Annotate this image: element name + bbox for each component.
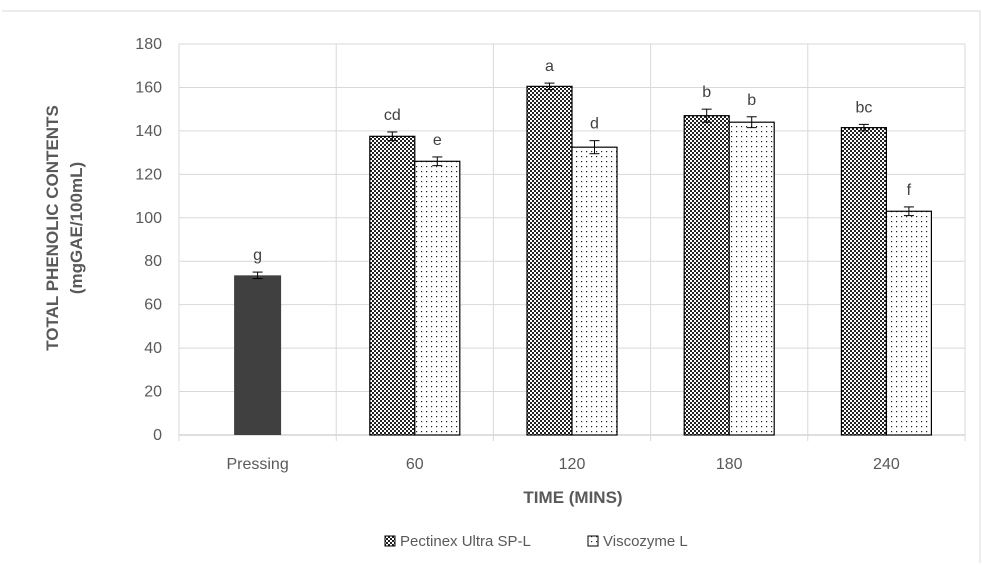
legend-label-pectinex: Pectinex Ultra SP-L — [400, 533, 531, 550]
y-tick-label: 180 — [135, 36, 162, 53]
significance-letter: d — [590, 116, 599, 133]
significance-letter: f — [907, 182, 912, 199]
x-tick-labels: Pressing 60 120 180 240 — [226, 456, 899, 473]
x-axis-label: TIME (MINS) — [523, 488, 622, 507]
bars: g cd a b bc e d b f — [234, 58, 933, 436]
significance-letter: cd — [384, 107, 401, 124]
bar-viscozyme — [571, 146, 618, 436]
legend: Pectinex Ultra SP-L Viscozyme L — [384, 533, 688, 550]
y-tick-label: 20 — [144, 384, 162, 401]
legend-item-pectinex: Pectinex Ultra SP-L — [384, 533, 531, 550]
x-tick-label: 180 — [716, 456, 743, 473]
y-tick-label: 140 — [135, 123, 162, 140]
bar-pectinex — [683, 115, 730, 436]
bar-viscozyme — [728, 121, 775, 436]
significance-letter: a — [545, 58, 554, 75]
y-tick-labels: 0 20 40 60 80 100 120 140 160 180 — [135, 36, 162, 444]
y-tick-label: 60 — [144, 297, 162, 314]
y-axis-label-line1: TOTAL PHENOLIC CONTENTS — [43, 105, 62, 351]
significance-letter: e — [433, 132, 442, 149]
significance-letter: b — [747, 92, 756, 109]
legend-item-viscozyme: Viscozyme L — [587, 533, 688, 550]
bar-pectinex — [369, 135, 416, 436]
bar-viscozyme — [885, 210, 933, 436]
y-axis-label-line2: (mgGAE/100mL) — [67, 162, 86, 294]
significance-letter: bc — [855, 99, 872, 116]
y-tick-label: 40 — [144, 340, 162, 357]
y-tick-label: 100 — [135, 210, 162, 227]
significance-letter: g — [253, 247, 262, 264]
significance-letter: b — [702, 84, 711, 101]
bar-pectinex — [526, 85, 573, 436]
x-tick-label: Pressing — [226, 456, 288, 473]
bar-viscozyme — [414, 160, 461, 436]
x-tick-label: 60 — [406, 456, 424, 473]
bar-pressing — [234, 275, 282, 435]
legend-swatch-pectinex — [384, 535, 396, 547]
x-tick-label: 240 — [873, 456, 900, 473]
y-tick-label: 80 — [144, 253, 162, 270]
y-tick-label: 160 — [135, 79, 162, 96]
y-tick-label: 0 — [153, 427, 162, 444]
y-axis-label: TOTAL PHENOLIC CONTENTS (mgGAE/100mL) — [43, 105, 86, 351]
legend-label-viscozyme: Viscozyme L — [603, 533, 688, 550]
y-tick-label: 120 — [135, 166, 162, 183]
legend-swatch-viscozyme — [587, 535, 599, 547]
bar-pectinex — [840, 127, 888, 436]
x-tick-label: 120 — [559, 456, 586, 473]
